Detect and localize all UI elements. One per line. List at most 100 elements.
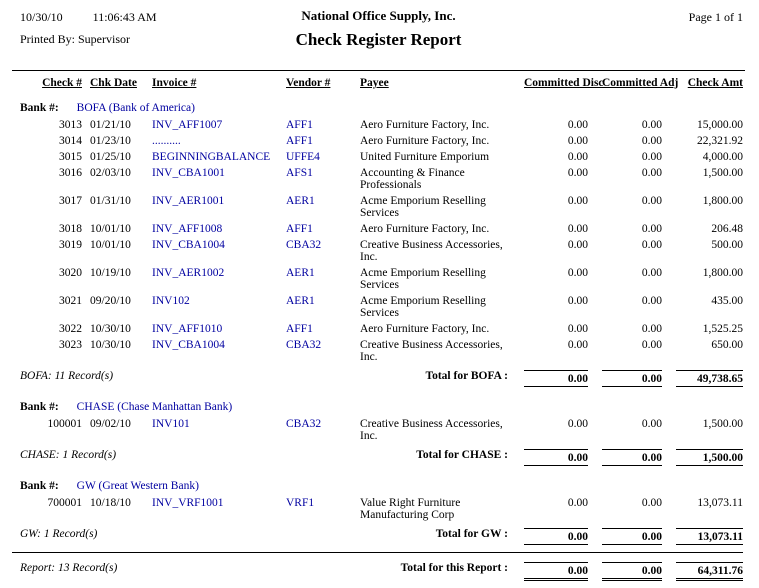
check-amt-cell: 4,000.00: [662, 149, 743, 165]
total-committed-disc-cell: 0.00: [510, 365, 588, 394]
vendor-number-link[interactable]: CBA32: [278, 416, 352, 444]
page-number: Page 1 of 1: [689, 10, 743, 25]
bank-number-label: Bank #:: [20, 102, 59, 114]
invoice-number-link[interactable]: INV_AER1002: [144, 265, 278, 293]
invoice-number-link[interactable]: INV_CBA1001: [144, 165, 278, 193]
invoice-number-link[interactable]: INV_CBA1004: [144, 237, 278, 265]
check-amt-cell: 206.48: [662, 221, 743, 237]
payee-cell: Aero Furniture Factory, Inc.: [352, 133, 510, 149]
committed-adj-cell: 0.00: [588, 193, 662, 221]
bank-name-link[interactable]: GW (Great Western Bank): [77, 480, 199, 492]
vendor-number-link[interactable]: AFF1: [278, 221, 352, 237]
vendor-number-link[interactable]: AFF1: [278, 133, 352, 149]
committed-adj-cell: 0.00: [588, 237, 662, 265]
bank-name-link[interactable]: CHASE (Chase Manhattan Bank): [77, 401, 233, 413]
company-name: National Office Supply, Inc.: [12, 8, 745, 24]
committed-adj-cell: 0.00: [588, 495, 662, 523]
column-header-row: Check # Chk Date Invoice # Vendor # Paye…: [12, 75, 743, 95]
bank-group-header: Bank #: GW (Great Western Bank): [12, 473, 743, 495]
record-count: Report: 13 Record(s): [20, 562, 117, 574]
bank-number-label: Bank #:: [20, 480, 59, 492]
payee-cell: Creative Business Accessories, Inc.: [352, 337, 510, 365]
bank-number-label: Bank #:: [20, 401, 59, 413]
vendor-number-link[interactable]: CBA32: [278, 337, 352, 365]
page-title: Check Register Report: [12, 30, 745, 50]
invoice-number-link[interactable]: INV_AFF1007: [144, 117, 278, 133]
payee-cell: Aero Furniture Factory, Inc.: [352, 221, 510, 237]
record-count: BOFA: 11 Record(s): [20, 370, 113, 382]
record-count: CHASE: 1 Record(s): [20, 449, 116, 461]
vendor-number-link[interactable]: UFFE4: [278, 149, 352, 165]
invoice-number-link[interactable]: INV101: [144, 416, 278, 444]
invoice-number-link[interactable]: INV_AFF1010: [144, 321, 278, 337]
vendor-number-link[interactable]: CBA32: [278, 237, 352, 265]
vendor-number-link[interactable]: AER1: [278, 265, 352, 293]
invoice-number-link[interactable]: INV_AFF1008: [144, 221, 278, 237]
total-label: Total for this Report :: [401, 562, 510, 574]
vendor-number-link[interactable]: VRF1: [278, 495, 352, 523]
committed-disc-cell: 0.00: [510, 416, 588, 444]
vendor-number-link[interactable]: AER1: [278, 193, 352, 221]
committed-disc-cell: 0.00: [510, 495, 588, 523]
committed-adj-cell: 0.00: [588, 337, 662, 365]
col-vendor-no: Vendor #: [278, 75, 352, 95]
total-committed-adj-cell: 0.00: [588, 553, 662, 588]
committed-disc-cell: 0.00: [510, 337, 588, 365]
committed-adj-cell: 0.00: [588, 165, 662, 193]
check-number-cell: 3021: [12, 293, 82, 321]
col-committed-disc: Committed Disc: [510, 75, 588, 95]
total-committed-disc-cell: 0.00: [510, 444, 588, 473]
invoice-number-link[interactable]: INV_AER1001: [144, 193, 278, 221]
total-label: Total for GW :: [436, 528, 510, 540]
payee-cell: Acme Emporium Reselling Services: [352, 293, 510, 321]
vendor-number-link[interactable]: AFF1: [278, 321, 352, 337]
total-committed-adj-cell: 0.00: [588, 523, 662, 553]
bank-group-header: Bank #: CHASE (Chase Manhattan Bank): [12, 394, 743, 416]
check-amt-cell: 13,073.11: [662, 495, 743, 523]
total-check-amt-cell: 64,311.76: [662, 553, 743, 588]
check-date-cell: 10/30/10: [82, 321, 144, 337]
committed-adj-cell: 0.00: [588, 117, 662, 133]
check-date-cell: 01/25/10: [82, 149, 144, 165]
check-number-cell: 700001: [12, 495, 82, 523]
check-register-table: Check # Chk Date Invoice # Vendor # Paye…: [12, 75, 743, 588]
invoice-number-link[interactable]: INV102: [144, 293, 278, 321]
check-number-cell: 3022: [12, 321, 82, 337]
bank-name-link[interactable]: BOFA (Bank of America): [77, 102, 195, 114]
check-number-cell: 3016: [12, 165, 82, 193]
check-date-cell: 09/02/10: [82, 416, 144, 444]
vendor-number-link[interactable]: AER1: [278, 293, 352, 321]
invoice-number-link[interactable]: ..........: [144, 133, 278, 149]
committed-disc-cell: 0.00: [510, 149, 588, 165]
total-committed-disc-cell: 0.00: [510, 553, 588, 588]
record-count: GW: 1 Record(s): [20, 528, 97, 540]
invoice-number-link[interactable]: BEGINNINGBALANCE: [144, 149, 278, 165]
invoice-number-link[interactable]: INV_CBA1004: [144, 337, 278, 365]
check-number-cell: 3014: [12, 133, 82, 149]
committed-adj-cell: 0.00: [588, 321, 662, 337]
total-label: Total for CHASE :: [416, 449, 510, 461]
invoice-number-link[interactable]: INV_VRF1001: [144, 495, 278, 523]
vendor-number-link[interactable]: AFS1: [278, 165, 352, 193]
check-amt-cell: 1,800.00: [662, 193, 743, 221]
col-invoice-no: Invoice #: [144, 75, 278, 95]
check-date-cell: 01/21/10: [82, 117, 144, 133]
committed-adj-cell: 0.00: [588, 149, 662, 165]
payee-cell: Creative Business Accessories, Inc.: [352, 416, 510, 444]
vendor-number-link[interactable]: AFF1: [278, 117, 352, 133]
check-number-cell: 3023: [12, 337, 82, 365]
committed-adj-cell: 0.00: [588, 416, 662, 444]
